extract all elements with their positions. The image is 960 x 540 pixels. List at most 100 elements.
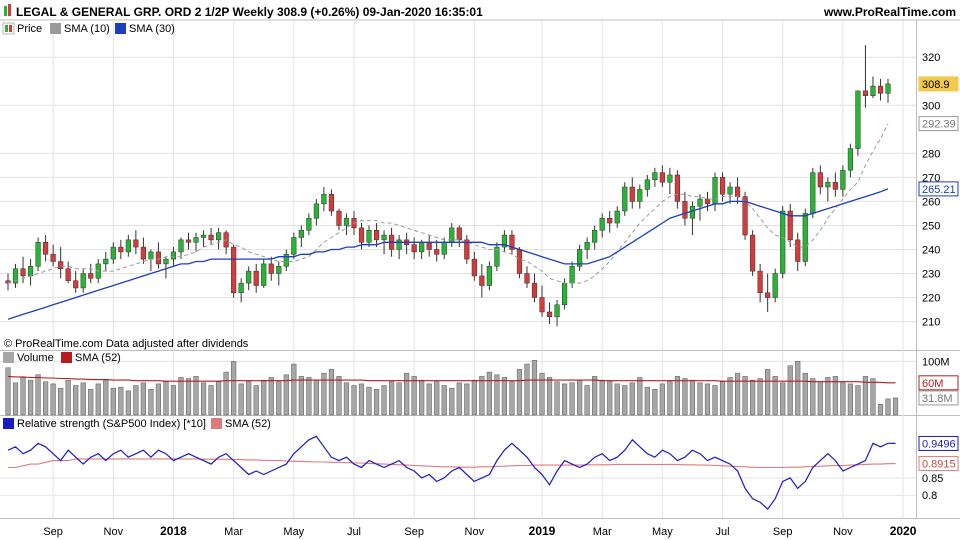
volume-bar — [246, 381, 252, 416]
candle-down — [140, 246, 146, 260]
volume-bar — [892, 397, 899, 416]
candle-up — [12, 268, 19, 284]
x-month-label: Nov — [465, 526, 485, 538]
y-badge-label: 31.8M — [922, 393, 953, 405]
volume-bar — [757, 378, 763, 416]
sma30-line — [7, 188, 889, 320]
y-badge-label: 292.39 — [922, 119, 956, 131]
candle-down — [546, 311, 553, 318]
volume-sma-line — [7, 375, 896, 384]
volume-bar — [802, 372, 808, 416]
candle-down — [58, 261, 64, 269]
candle-down — [524, 273, 530, 284]
candle-up — [667, 174, 673, 183]
volume-bar — [644, 386, 650, 416]
candle-down — [629, 186, 635, 202]
legend-swatch-volume — [3, 352, 14, 363]
y-axis-labels: 210 220 230 240 250 260 270 280 300 320 100M 0.8 0.8… — [922, 52, 950, 502]
volume-bar — [133, 385, 139, 416]
x-month-label: Jul — [715, 526, 729, 538]
candle-down — [742, 196, 748, 236]
volume-bar — [185, 378, 192, 416]
volume-bar — [193, 376, 199, 416]
candle-up — [291, 237, 297, 255]
x-month-label: Sep — [404, 526, 424, 538]
x-month-label: Mar — [224, 526, 243, 538]
candle-up — [697, 198, 703, 207]
volume-bar — [148, 389, 154, 416]
candle-up — [727, 186, 733, 195]
y-tick-label: 260 — [922, 196, 940, 208]
candle-up — [840, 169, 846, 190]
volume-bar — [298, 376, 304, 416]
candle-up — [216, 232, 222, 241]
candle-up — [396, 239, 402, 250]
sma10-line — [7, 123, 889, 284]
volume-bar — [584, 385, 590, 416]
candle-down — [434, 249, 440, 255]
volume-bar — [351, 385, 357, 416]
volume-bar — [283, 374, 289, 416]
chart-header: LEGAL & GENERAL GRP. ORD 2 1/2P Weekly 3… — [4, 4, 956, 19]
volume-bar — [667, 381, 673, 416]
price-grid — [0, 56, 916, 323]
x-month-label: May — [652, 526, 673, 538]
volume-bar — [734, 372, 741, 416]
volume-bar — [577, 379, 583, 416]
candle-up — [261, 263, 267, 286]
volume-bar — [125, 390, 131, 416]
volume-bar — [20, 377, 26, 416]
volume-bar — [885, 398, 891, 416]
candle-up — [276, 266, 282, 274]
volume-bar — [501, 377, 507, 416]
volume-bar — [43, 381, 49, 416]
volume-bar — [163, 381, 169, 416]
y-badge — [918, 390, 959, 406]
candle-icon — [8, 4, 11, 16]
candle-down — [155, 251, 162, 265]
volume-bar — [682, 378, 688, 416]
candle-down — [817, 172, 823, 188]
x-month-label: Nov — [104, 526, 124, 538]
volume-bar — [599, 379, 605, 416]
volume-bar — [5, 367, 11, 416]
candle-up — [652, 172, 658, 181]
volume-bar — [208, 385, 214, 416]
volume-bar — [561, 383, 568, 416]
candle-up — [712, 177, 718, 205]
candle-up — [855, 90, 861, 149]
site-link[interactable]: www.ProRealTime.com — [823, 5, 956, 19]
candle-up — [313, 203, 319, 219]
volume-bar — [637, 377, 643, 416]
candle-up — [780, 210, 786, 274]
volume-bar — [88, 389, 94, 416]
volume-bar — [810, 378, 816, 416]
candle-down — [607, 217, 613, 224]
candle-down — [253, 270, 259, 286]
volume-bar — [276, 381, 282, 416]
volume-bar — [524, 363, 530, 416]
y-tick-label: 0.85 — [922, 473, 943, 485]
candle-down — [73, 280, 79, 289]
volume-legend: Volume SMA (52) — [3, 352, 121, 364]
volume-bar — [464, 383, 470, 416]
volume-bar — [614, 383, 620, 416]
x-year-label: 2018 — [160, 524, 187, 538]
x-month-label: Nov — [833, 526, 853, 538]
y-tick-label: 220 — [922, 293, 940, 305]
x-month-label: May — [283, 526, 304, 538]
candle-up — [637, 189, 643, 202]
candle-up — [298, 230, 304, 238]
volume-bar — [659, 383, 665, 416]
volume-bar — [231, 361, 237, 416]
candle-down — [268, 263, 274, 274]
volume-bar — [847, 383, 853, 416]
volume-bar — [765, 369, 771, 416]
volume-bar — [531, 360, 538, 416]
x-axis-labels: Sep Nov Mar May Jul Sep Nov Mar May Jul Sep Nov 2018… — [43, 524, 916, 538]
volume-bar — [780, 382, 786, 416]
volume-bar — [336, 376, 342, 416]
volume-bar — [80, 382, 86, 416]
candle-up — [110, 246, 116, 260]
